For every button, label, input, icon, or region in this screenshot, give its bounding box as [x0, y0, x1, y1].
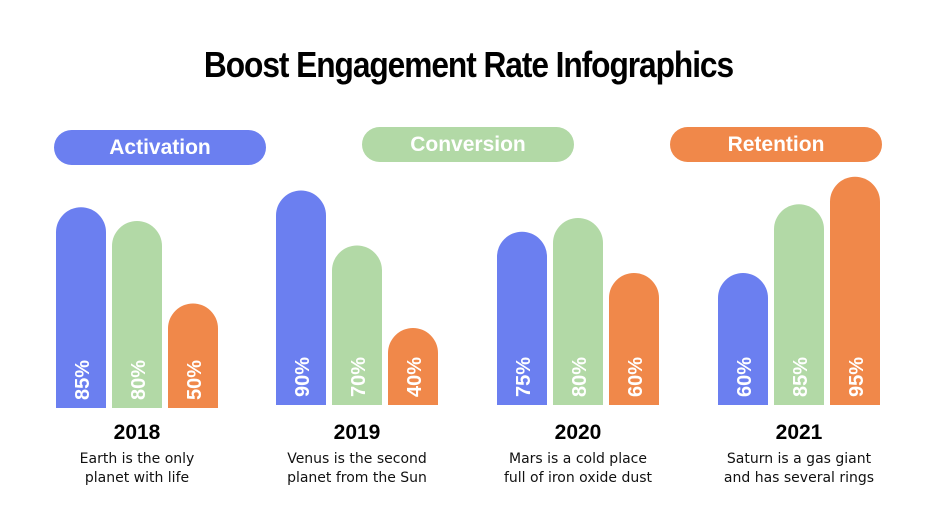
year-label: 2021	[775, 421, 823, 444]
data-label: 75%	[513, 357, 535, 397]
data-label: 90%	[292, 357, 314, 397]
bar-activation-2021	[718, 273, 768, 405]
legend-activation: Activation	[54, 130, 266, 165]
bar-activation-2019	[276, 190, 326, 405]
legend-retention: Retention	[670, 127, 882, 162]
data-label: 40%	[404, 357, 426, 397]
data-label: 60%	[734, 357, 756, 397]
data-label: 85%	[72, 360, 94, 400]
bar-retention-2019	[388, 328, 438, 405]
year-description: Saturn is a gas giant and has several rin…	[723, 451, 875, 486]
bar-retention-2018	[168, 303, 218, 408]
bar-retention-2021	[830, 176, 880, 405]
data-label: 60%	[625, 357, 647, 397]
bar-activation-2020	[497, 231, 547, 405]
year-description: Earth is the only planet with life	[79, 451, 195, 486]
year-label: 2019	[333, 421, 381, 444]
page-title: Boost Engagement Rate Infographics	[203, 44, 734, 85]
data-label: 50%	[184, 360, 206, 400]
bar-retention-2020	[609, 273, 659, 405]
bar-activation-2018	[56, 207, 106, 408]
data-label: 85%	[790, 357, 812, 397]
bar-conversion-2021	[774, 204, 824, 405]
year-label: 2020	[554, 421, 602, 444]
data-label: 70%	[348, 357, 370, 397]
bar-conversion-2019	[332, 245, 382, 405]
year-label: 2018	[113, 421, 161, 444]
year-description: Mars is a cold place full of iron oxide d…	[503, 451, 652, 486]
bar-conversion-2020	[553, 218, 603, 405]
data-label: 80%	[128, 360, 150, 400]
legend-conversion: Conversion	[362, 127, 574, 162]
bar-conversion-2018	[112, 221, 162, 408]
year-description: Venus is the second planet from the Sun	[287, 451, 427, 486]
data-label: 80%	[569, 357, 591, 397]
data-label: 95%	[846, 357, 868, 397]
